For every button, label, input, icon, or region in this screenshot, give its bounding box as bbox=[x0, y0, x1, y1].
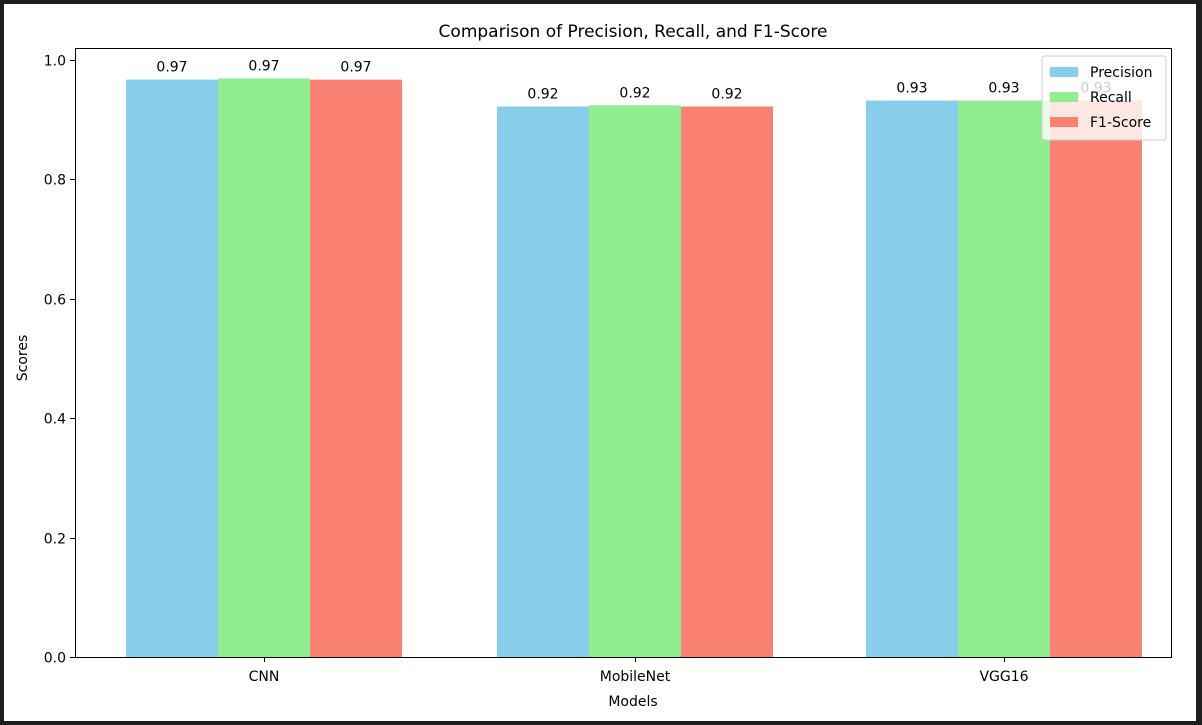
bar-groups bbox=[126, 78, 1142, 658]
bar-value-label: 0.97 bbox=[340, 60, 371, 76]
legend-label: F1-Score bbox=[1090, 115, 1151, 131]
legend-swatch bbox=[1050, 67, 1078, 77]
bar-value-label: 0.93 bbox=[988, 81, 1019, 97]
bar-value-label: 0.92 bbox=[619, 85, 650, 101]
legend: Precision Recall F1-Score bbox=[1041, 55, 1167, 141]
plot-frame bbox=[75, 48, 1172, 658]
bar-value-label: 0.93 bbox=[896, 81, 927, 97]
y-tick-label: 0.0 bbox=[44, 651, 66, 667]
bar bbox=[126, 79, 218, 658]
bar-chart: Comparison of Precision, Recall, and F1-… bbox=[15, 22, 1172, 710]
legend-label: Precision bbox=[1090, 65, 1152, 81]
x-tick-label: VGG16 bbox=[979, 669, 1028, 685]
bar bbox=[958, 100, 1050, 657]
x-tick-label: CNN bbox=[249, 669, 280, 685]
y-tick-label: 0.8 bbox=[44, 173, 66, 189]
y-axis-label: Scores bbox=[15, 335, 31, 382]
y-tick-label: 0.4 bbox=[44, 412, 66, 428]
bar bbox=[681, 106, 773, 657]
y-tick-label: 1.0 bbox=[44, 54, 66, 70]
x-axis: CNN MobileNet VGG16 bbox=[249, 657, 1029, 685]
bar-value-label: 0.97 bbox=[248, 58, 279, 74]
bar bbox=[589, 105, 681, 658]
chart-title: Comparison of Precision, Recall, and F1-… bbox=[439, 22, 828, 42]
chart-figure: Comparison of Precision, Recall, and F1-… bbox=[4, 4, 1196, 721]
bar-value-label: 0.92 bbox=[527, 87, 558, 103]
y-tick-label: 0.6 bbox=[44, 293, 66, 309]
legend-label: Recall bbox=[1090, 90, 1132, 106]
bar bbox=[497, 106, 589, 657]
bar bbox=[310, 79, 402, 658]
bar bbox=[866, 100, 958, 657]
x-tick-label: MobileNet bbox=[600, 669, 671, 685]
legend-swatch bbox=[1050, 92, 1078, 102]
y-axis: 0.0 0.2 0.4 0.6 0.8 1.0 bbox=[44, 54, 75, 667]
bar-value-label: 0.92 bbox=[711, 87, 742, 103]
x-axis-label: Models bbox=[608, 694, 657, 710]
legend-swatch bbox=[1050, 117, 1078, 127]
bar bbox=[1050, 100, 1142, 657]
y-tick-label: 0.2 bbox=[44, 532, 66, 548]
bar bbox=[218, 78, 310, 657]
bar-value-label: 0.97 bbox=[156, 60, 187, 76]
